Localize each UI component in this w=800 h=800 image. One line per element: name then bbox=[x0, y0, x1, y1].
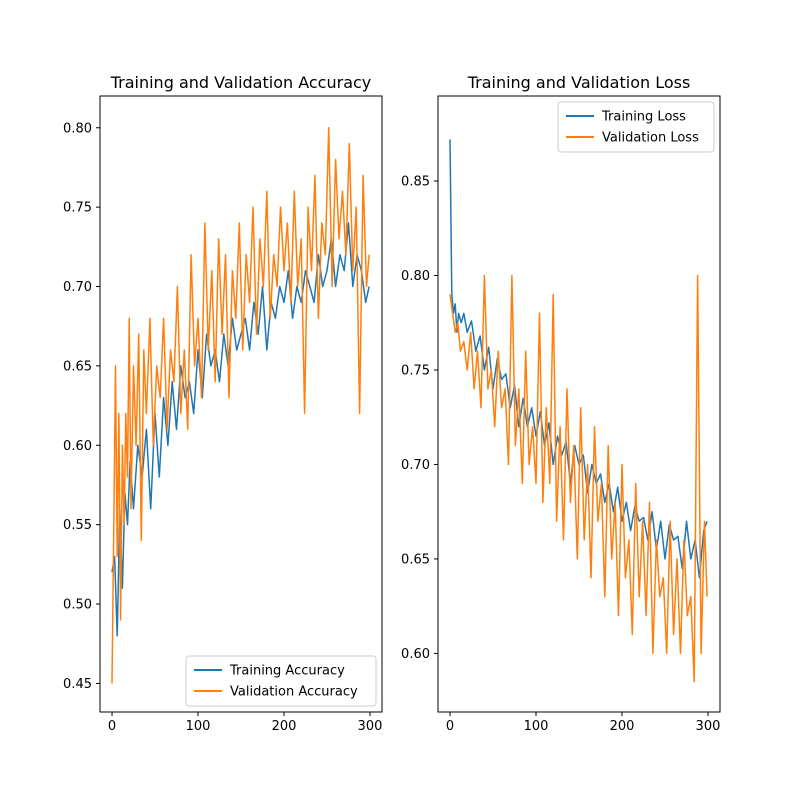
loss-legend: Training Loss Validation Loss bbox=[557, 101, 715, 153]
accuracy-y-tick-label: 0.75 bbox=[63, 201, 92, 216]
accuracy-axis-ticks: 0 100 200 300 0.45 0.50 0.55 0.60 0.65 0.70 0.75 0.… bbox=[63, 121, 382, 734]
loss-legend-box bbox=[557, 101, 715, 153]
loss-y-tick-label: 0.75 bbox=[401, 363, 430, 378]
validation-loss-legend-label: Validation Loss bbox=[602, 131, 699, 146]
loss-x-tick-label: 0 bbox=[446, 719, 454, 734]
accuracy-chart: Training and Validation Accuracy 0 100 200… bbox=[63, 73, 383, 734]
training-accuracy-legend-label: Training Accuracy bbox=[229, 664, 345, 679]
accuracy-x-tick-label: 200 bbox=[272, 719, 297, 734]
loss-axis-ticks: 0 100 200 300 0.60 0.65 0.70 0.75 0.80 0.85 bbox=[401, 175, 720, 734]
loss-x-tick-label: 100 bbox=[524, 719, 549, 734]
accuracy-plot-frame bbox=[99, 95, 383, 713]
loss-chart: Training and Validation Loss 0 100 200 3000… bbox=[401, 73, 721, 734]
validation-accuracy-legend-label: Validation Accuracy bbox=[230, 685, 358, 700]
accuracy-y-tick-label: 0.55 bbox=[63, 518, 92, 533]
accuracy-y-tick-label: 0.50 bbox=[63, 598, 92, 613]
loss-plot-frame bbox=[437, 95, 721, 713]
accuracy-series-layer bbox=[111, 127, 370, 684]
accuracy-legend: Training Accuracy Validation Accuracy bbox=[185, 655, 377, 707]
loss-y-tick-label: 0.80 bbox=[401, 269, 430, 284]
loss-y-tick-label: 0.60 bbox=[401, 647, 430, 662]
training-loss-legend-label: Training Loss bbox=[601, 110, 686, 125]
validation-accuracy-line bbox=[111, 127, 370, 684]
accuracy-x-tick-label: 300 bbox=[358, 719, 383, 734]
loss-y-tick-label: 0.65 bbox=[401, 552, 430, 567]
accuracy-chart-title: Training and Validation Accuracy bbox=[110, 73, 372, 92]
loss-y-tick-label: 0.85 bbox=[401, 175, 430, 190]
loss-x-tick-label: 300 bbox=[696, 719, 721, 734]
loss-series-layer bbox=[449, 139, 708, 683]
loss-chart-title: Training and Validation Loss bbox=[467, 73, 691, 92]
accuracy-y-tick-label: 0.45 bbox=[63, 677, 92, 692]
accuracy-y-tick-label: 0.60 bbox=[63, 439, 92, 454]
accuracy-x-tick-label: 0 bbox=[108, 719, 116, 734]
accuracy-x-tick-label: 100 bbox=[186, 719, 211, 734]
training-accuracy-line bbox=[111, 222, 370, 637]
loss-x-tick-label: 200 bbox=[610, 719, 635, 734]
validation-loss-line bbox=[449, 274, 708, 683]
accuracy-y-tick-label: 0.70 bbox=[63, 280, 92, 295]
accuracy-legend-box bbox=[185, 655, 377, 707]
accuracy-y-tick-label: 0.65 bbox=[63, 359, 92, 374]
loss-y-tick-label: 0.70 bbox=[401, 458, 430, 473]
accuracy-y-tick-label: 0.80 bbox=[63, 121, 92, 136]
